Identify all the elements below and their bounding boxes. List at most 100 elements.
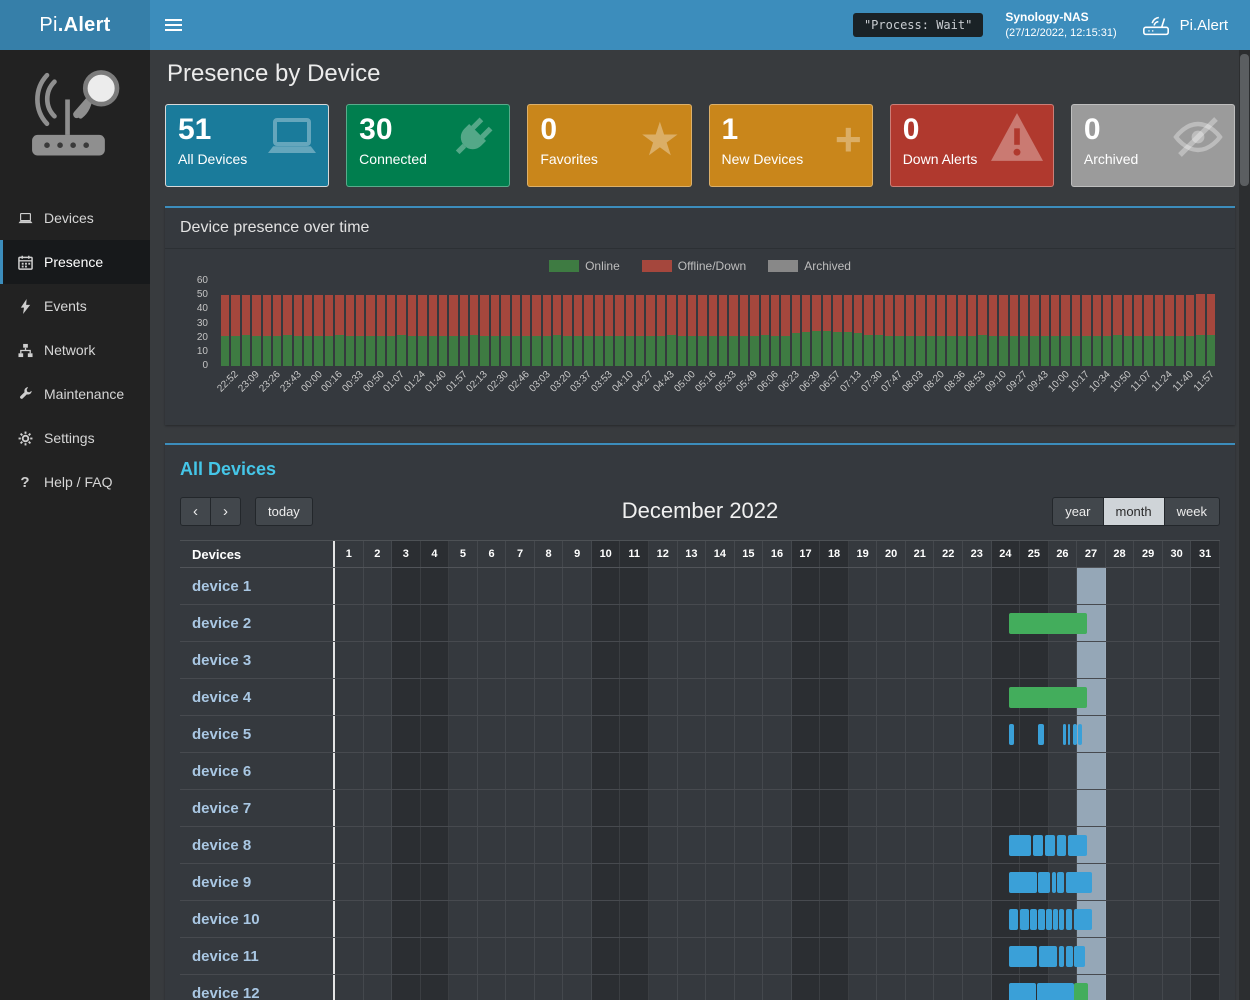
device-link[interactable]: device 1 <box>192 577 252 595</box>
brand-logo[interactable]: Pi .Alert <box>0 0 150 50</box>
presence-event[interactable] <box>1073 983 1089 1000</box>
presence-event[interactable] <box>1062 724 1067 745</box>
presence-event[interactable] <box>1037 983 1074 1000</box>
presence-event[interactable] <box>1008 613 1088 634</box>
sidebar: Devices Presence Events Network Maintenance S… <box>0 50 150 1000</box>
calendar-cell <box>877 864 906 900</box>
presence-event[interactable] <box>1067 724 1071 745</box>
calendar-view-year-button[interactable]: year <box>1052 496 1104 526</box>
calendar-cell <box>420 568 450 604</box>
calendar-cell <box>591 790 621 826</box>
device-link[interactable]: device 5 <box>192 725 252 743</box>
presence-event[interactable] <box>1065 909 1072 930</box>
legend-item-offline-down: Offline/Down <box>641 259 746 273</box>
presence-event[interactable] <box>1059 909 1064 930</box>
device-link[interactable]: device 10 <box>192 910 260 928</box>
presence-event[interactable] <box>1065 872 1092 893</box>
sidebar-item-maintenance[interactable]: Maintenance <box>0 372 150 416</box>
presence-event[interactable] <box>1008 983 1036 1000</box>
calendar-cell <box>1134 642 1163 678</box>
calendar-cell <box>563 975 592 1000</box>
chart-bar <box>1134 295 1143 366</box>
device-link[interactable]: device 12 <box>192 984 260 1000</box>
presence-event[interactable] <box>1066 946 1073 967</box>
device-link[interactable]: device 4 <box>192 688 252 706</box>
stat-card-connected[interactable]: 30 Connected <box>346 104 511 187</box>
device-link[interactable]: device 11 <box>192 947 259 965</box>
calendar-cell <box>706 642 735 678</box>
device-link[interactable]: device 6 <box>192 762 252 780</box>
presence-event[interactable] <box>1073 909 1092 930</box>
device-timeline <box>335 938 1220 974</box>
presence-event[interactable] <box>1038 872 1050 893</box>
device-link[interactable]: device 8 <box>192 836 252 854</box>
presence-event[interactable] <box>1053 909 1058 930</box>
calendar-cell <box>934 568 964 604</box>
legend-swatch <box>641 260 672 272</box>
calendar-view-week-button[interactable]: week <box>1163 496 1220 526</box>
presence-event[interactable] <box>1030 909 1037 930</box>
device-link[interactable]: device 7 <box>192 799 252 817</box>
stat-card-new-devices[interactable]: 1 New Devices + <box>708 104 873 187</box>
page-scrollbar[interactable] <box>1239 50 1250 1000</box>
sidebar-item-devices[interactable]: Devices <box>0 196 150 240</box>
calendar-cell <box>1106 938 1135 974</box>
presence-event[interactable] <box>1046 909 1052 930</box>
presence-event[interactable] <box>1058 946 1065 967</box>
calendar-toolbar: ‹ › today December 2022 year month week <box>180 496 1220 526</box>
sidebar-item-network[interactable]: Network <box>0 328 150 372</box>
presence-event[interactable] <box>1044 835 1055 856</box>
presence-event[interactable] <box>1032 835 1043 856</box>
chart-bar <box>646 295 655 366</box>
calendar-view-month-button[interactable]: month <box>1102 496 1165 526</box>
presence-event[interactable] <box>1074 946 1086 967</box>
calendar-cell <box>1134 938 1163 974</box>
device-link[interactable]: device 2 <box>192 614 252 632</box>
calendar-cell <box>1191 679 1220 715</box>
calendar-cell <box>649 938 678 974</box>
presence-event[interactable] <box>1057 872 1065 893</box>
sidebar-item-settings[interactable]: Settings <box>0 416 150 460</box>
stat-card-value: 1 <box>721 113 739 146</box>
main-content: Presence by Device 51 All Devices 30 Connec… <box>150 50 1250 1000</box>
sidebar-item-events[interactable]: Events <box>0 284 150 328</box>
calendar-cell <box>849 753 878 789</box>
presence-event[interactable] <box>1008 687 1088 708</box>
presence-event[interactable] <box>1056 835 1067 856</box>
calendar-cell <box>906 901 935 937</box>
host-timestamp: (27/12/2022, 12:15:31) <box>1005 26 1117 39</box>
stat-card-favorites[interactable]: 0 Favorites ★ <box>527 104 692 187</box>
presence-event[interactable] <box>1008 872 1037 893</box>
sidebar-item-help-faq[interactable]: ? Help / FAQ <box>0 460 150 504</box>
device-link[interactable]: device 3 <box>192 651 252 669</box>
presence-event[interactable] <box>1038 946 1058 967</box>
presence-event[interactable] <box>1077 724 1083 745</box>
presence-event[interactable] <box>1068 835 1088 856</box>
presence-event[interactable] <box>1038 909 1045 930</box>
presence-event[interactable] <box>1008 835 1031 856</box>
hamburger-menu-button[interactable] <box>150 0 196 50</box>
device-link[interactable]: device 9 <box>192 873 252 891</box>
stat-card-archived[interactable]: 0 Archived <box>1070 104 1236 187</box>
presence-event[interactable] <box>1008 724 1014 745</box>
presence-event[interactable] <box>1008 909 1018 930</box>
calendar-today-button[interactable]: today <box>255 496 313 526</box>
presence-event[interactable] <box>1008 946 1038 967</box>
sidebar-item-presence[interactable]: Presence <box>0 240 150 284</box>
stat-card-down-alerts[interactable]: 0 Down Alerts <box>889 104 1054 187</box>
calendar-cell <box>392 975 421 1000</box>
presence-event[interactable] <box>1051 872 1056 893</box>
calendar-cell <box>706 827 735 863</box>
presence-event[interactable] <box>1037 724 1045 745</box>
calendar-cell <box>1191 790 1220 826</box>
calendar-cell <box>649 679 678 715</box>
calendar-prev-button[interactable]: ‹ <box>180 496 211 526</box>
presence-event[interactable] <box>1072 724 1077 745</box>
calendar-cell <box>478 790 507 826</box>
chart-bar <box>1009 295 1018 366</box>
presence-event[interactable] <box>1019 909 1029 930</box>
stat-card-all-devices[interactable]: 51 All Devices <box>165 104 330 187</box>
stat-card-value: 51 <box>178 113 212 146</box>
calendar-next-button[interactable]: › <box>210 496 241 526</box>
scrollbar-thumb[interactable] <box>1240 54 1249 186</box>
